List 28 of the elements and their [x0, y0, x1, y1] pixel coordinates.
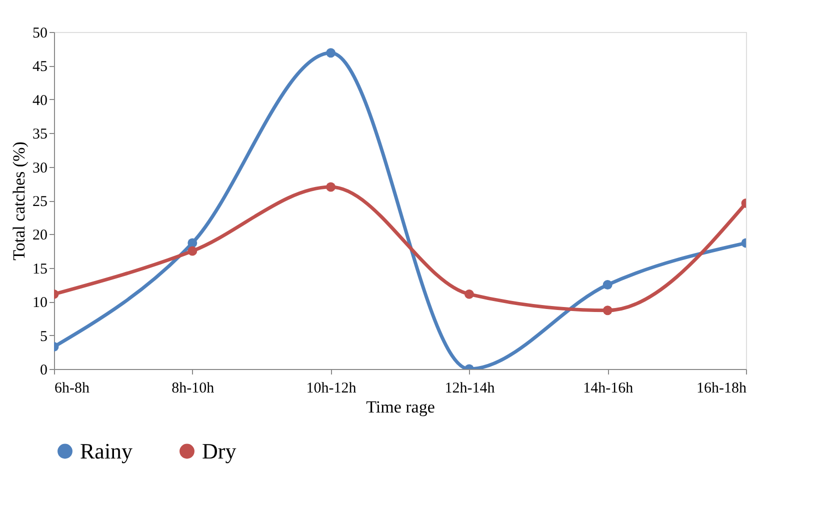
y-axis-title: Total catches (%) [10, 142, 28, 260]
y-tick-label: 0 [40, 362, 48, 378]
y-tick-label: 20 [32, 228, 48, 244]
y-tick-label: 40 [32, 92, 48, 109]
y-tick-label: 5 [40, 328, 48, 345]
y-tick-label: 10 [32, 295, 48, 312]
legend-label: Rainy [80, 438, 133, 464]
y-tick-label: 35 [32, 126, 48, 143]
x-tick-label: 6h-8h [54, 380, 90, 396]
x-tick-label: 8h-10h [172, 380, 215, 396]
y-tick-label: 45 [32, 59, 48, 76]
x-tick-label: 14h-16h [583, 380, 634, 396]
x-axis-title: Time rage [366, 398, 435, 416]
point [326, 48, 336, 58]
point [326, 182, 336, 192]
legend-label: Dry [202, 438, 236, 464]
point [464, 289, 474, 299]
y-tick-label: 25 [32, 194, 48, 210]
x-tick-label: 10h-12h [306, 380, 357, 396]
point [602, 280, 612, 290]
x-tick-label: 16h-18h [696, 380, 747, 396]
y-tick-label: 15 [32, 261, 48, 278]
y-tick-label: 30 [32, 160, 48, 176]
point [188, 246, 198, 256]
y-tick-label: 50 [32, 26, 48, 42]
point [188, 238, 198, 248]
point [602, 306, 612, 316]
x-tick-label: 12h-14h [444, 380, 496, 396]
